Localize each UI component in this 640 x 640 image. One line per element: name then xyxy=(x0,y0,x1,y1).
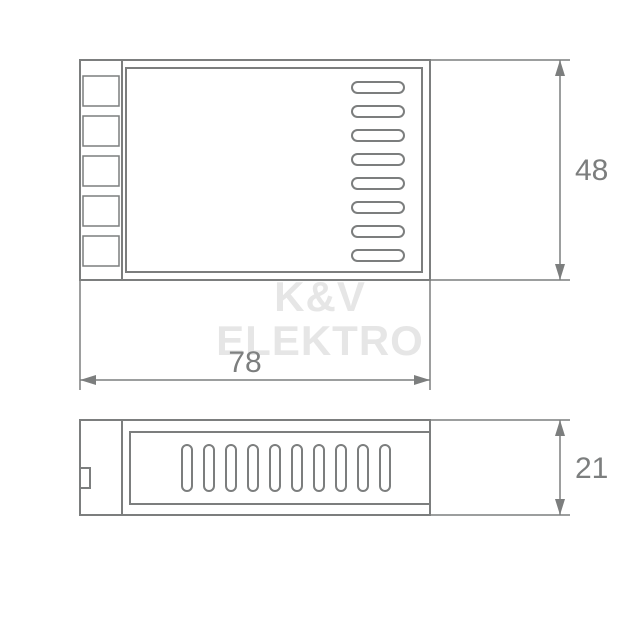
dim-48-label: 48 xyxy=(575,154,608,187)
side-vent xyxy=(204,445,214,491)
side-vent xyxy=(248,445,258,491)
terminal-block xyxy=(80,60,122,280)
side-vent xyxy=(270,445,280,491)
dim-78-label: 78 xyxy=(228,346,261,379)
terminal-row xyxy=(83,156,119,186)
side-vent xyxy=(226,445,236,491)
vent-slot xyxy=(352,154,404,165)
vent-slot xyxy=(352,130,404,141)
terminal-row xyxy=(83,236,119,266)
side-vent xyxy=(358,445,368,491)
side-vent xyxy=(380,445,390,491)
vent-slot xyxy=(352,106,404,117)
side-vent xyxy=(314,445,324,491)
terminal-row xyxy=(83,196,119,226)
vent-slot xyxy=(352,202,404,213)
vent-slot xyxy=(352,178,404,189)
terminal-row xyxy=(83,116,119,146)
vent-slot xyxy=(352,250,404,261)
side-endcap xyxy=(80,420,122,515)
vent-slot xyxy=(352,82,404,93)
side-outer xyxy=(80,420,430,515)
vent-slot xyxy=(352,226,404,237)
side-vent xyxy=(292,445,302,491)
top-inner xyxy=(126,68,422,272)
terminal-row xyxy=(83,76,119,106)
dim-21-label: 21 xyxy=(575,452,608,485)
side-vent xyxy=(336,445,346,491)
side-vent xyxy=(182,445,192,491)
